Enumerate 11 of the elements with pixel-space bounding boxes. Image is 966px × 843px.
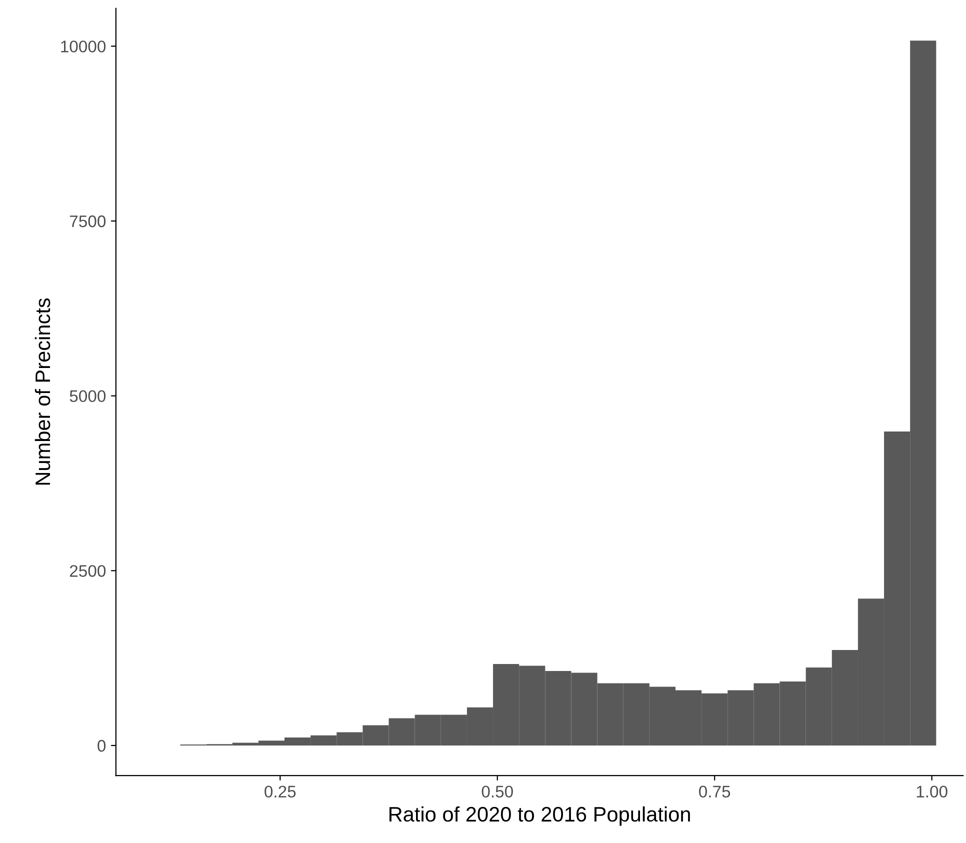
x-tick-label: 0.50 <box>482 786 513 798</box>
x-axis-title: Ratio of 2020 to 2016 Population <box>389 806 690 826</box>
x-tick-label: 0.25 <box>264 786 296 798</box>
y-tick-label: 0 <box>98 740 106 752</box>
x-tick-label: 1.00 <box>916 786 948 798</box>
y-tick-label: 10000 <box>61 40 106 52</box>
x-tick-label: 0.75 <box>699 786 730 798</box>
y-axis-title: Number of Precincts <box>34 298 50 485</box>
y-tick-label: 7500 <box>70 215 106 228</box>
y-tick-label: 5000 <box>70 390 106 402</box>
y-tick-label: 2500 <box>70 565 106 577</box>
